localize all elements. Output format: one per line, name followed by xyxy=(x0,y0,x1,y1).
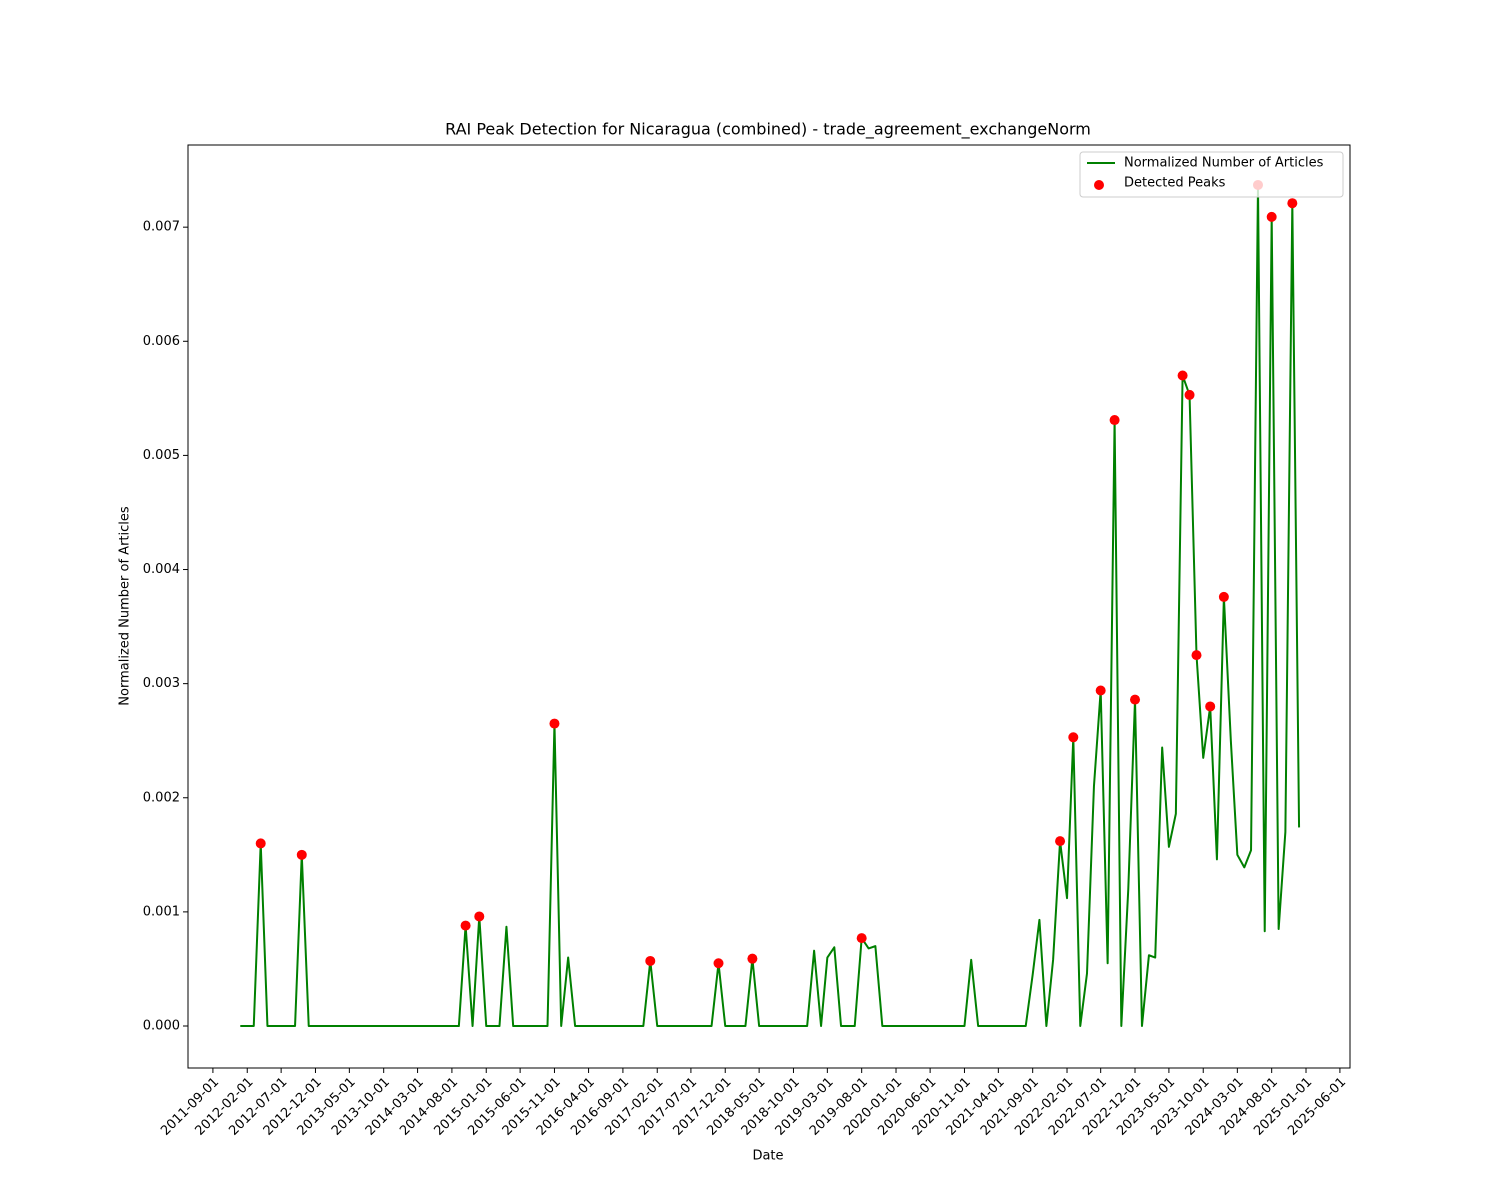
legend-label: Normalized Number of Articles xyxy=(1124,156,1324,171)
legend-label: Detected Peaks xyxy=(1124,176,1226,191)
legend: Normalized Number of Articles Detected Pe… xyxy=(1079,151,1344,198)
peak-point xyxy=(1218,591,1229,602)
peak-point xyxy=(1191,650,1202,661)
y-tick-label: 0.007 xyxy=(143,220,180,235)
legend-swatch xyxy=(1094,180,1104,190)
y-tick-label: 0.004 xyxy=(143,562,180,577)
plot-frame xyxy=(187,144,1351,1069)
peak-point xyxy=(1055,836,1066,847)
peak-point xyxy=(713,958,724,969)
peak-point xyxy=(1266,211,1277,222)
peak-point xyxy=(856,933,867,944)
peak-point xyxy=(1184,389,1195,400)
peak-point xyxy=(474,911,485,922)
peak-point xyxy=(549,718,560,729)
peak-point xyxy=(1287,198,1298,209)
y-tick-label: 0.001 xyxy=(143,904,180,919)
y-tick-label: 0.003 xyxy=(143,676,180,691)
chart-title: RAI Peak Detection for Nicaragua (combin… xyxy=(445,120,1091,140)
y-tick-label: 0.002 xyxy=(143,790,180,805)
y-tick-label: 0.006 xyxy=(143,334,180,349)
peak-point xyxy=(747,953,758,964)
legend-box xyxy=(1079,151,1344,198)
peak-point xyxy=(296,849,307,860)
y-axis-label: Normalized Number of Articles xyxy=(118,506,133,706)
peak-point xyxy=(1130,694,1141,705)
peak-point xyxy=(645,955,656,966)
peak-point xyxy=(1205,701,1216,712)
x-axis-label: Date xyxy=(752,1149,783,1164)
y-tick-label: 0.005 xyxy=(143,448,180,463)
peak-point xyxy=(255,838,266,849)
data-line xyxy=(240,183,1301,1027)
peak-point xyxy=(1109,415,1120,426)
peak-point xyxy=(1068,732,1079,743)
y-tick-label: 0.000 xyxy=(143,1019,180,1034)
peak-point xyxy=(460,920,471,931)
peak-point xyxy=(1177,370,1188,381)
peak-point xyxy=(1095,685,1106,696)
